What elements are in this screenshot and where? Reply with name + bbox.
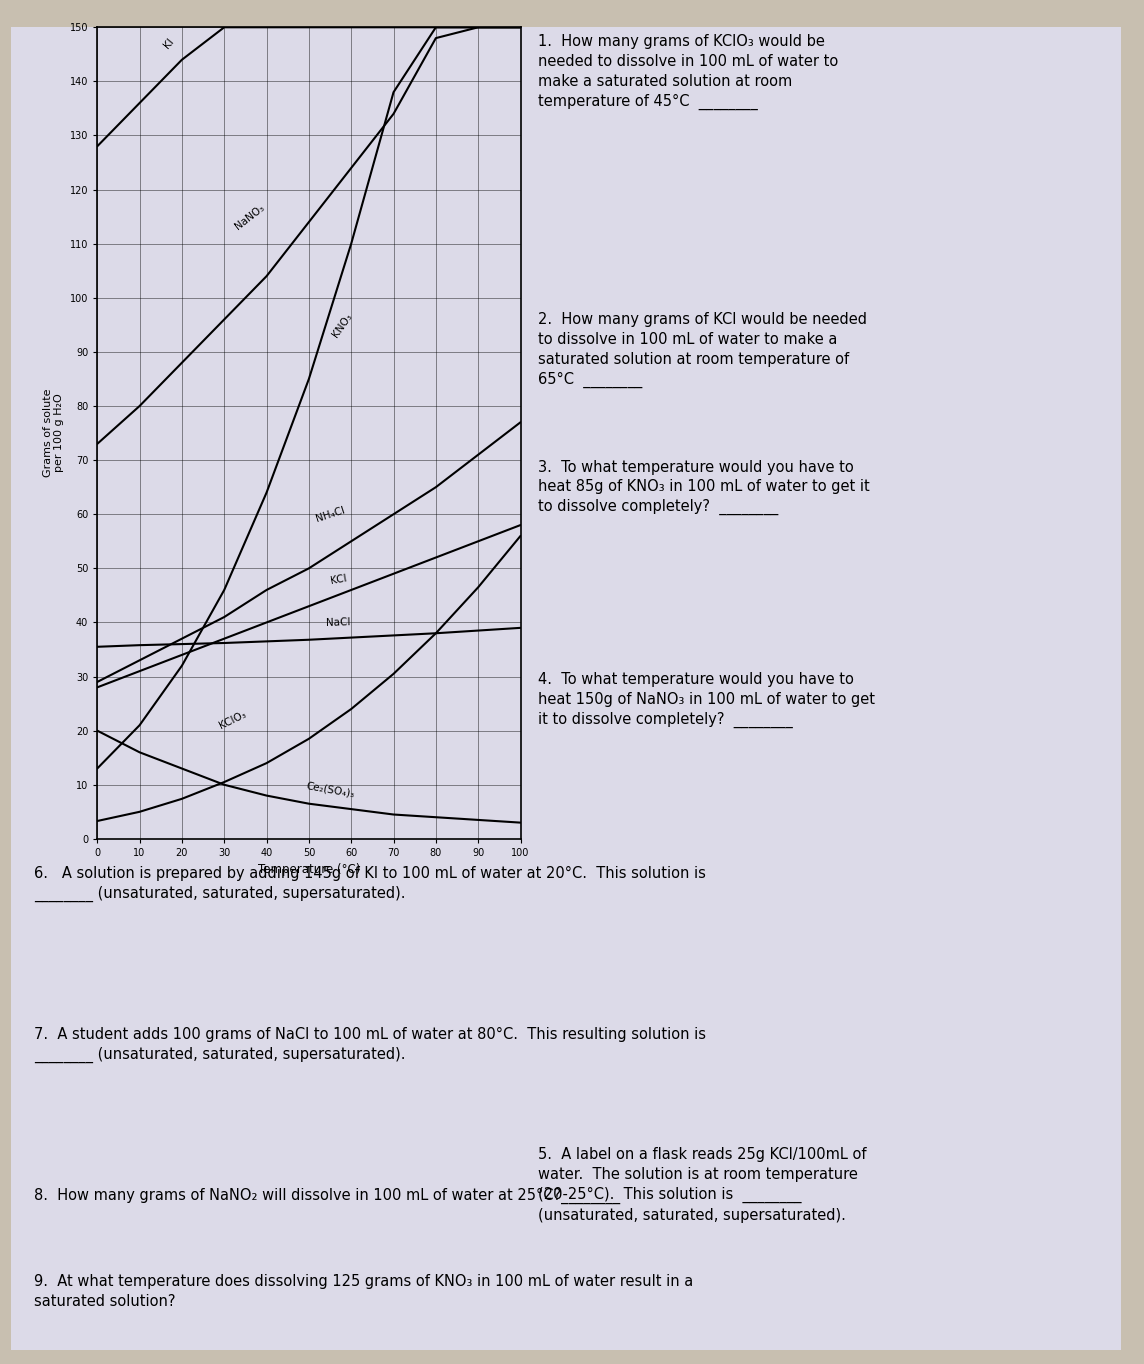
Text: NaCl: NaCl	[326, 617, 351, 627]
Text: 4.  To what temperature would you have to
heat 150g of NaNO₃ in 100 mL of water : 4. To what temperature would you have to…	[538, 672, 875, 728]
Text: 9.  At what temperature does dissolving 125 grams of KNO₃ in 100 mL of water res: 9. At what temperature does dissolving 1…	[34, 1274, 693, 1309]
Text: 8.  How many grams of NaNO₂ will dissolve in 100 mL of water at 25°C?________: 8. How many grams of NaNO₂ will dissolve…	[34, 1188, 620, 1204]
Text: 7.  A student adds 100 grams of NaCl to 100 mL of water at 80°C.  This resulting: 7. A student adds 100 grams of NaCl to 1…	[34, 1027, 706, 1063]
X-axis label: Temperature (°C): Temperature (°C)	[257, 863, 360, 877]
Text: 2.  How many grams of KCl would be needed
to dissolve in 100 mL of water to make: 2. How many grams of KCl would be needed…	[538, 312, 867, 387]
Text: Ce₂(SO₄)₃: Ce₂(SO₄)₃	[305, 782, 355, 799]
Text: KI: KI	[162, 37, 176, 50]
Text: 6.   A solution is prepared by adding 145g of KI to 100 mL of water at 20°C.  Th: 6. A solution is prepared by adding 145g…	[34, 866, 706, 902]
Text: KCl: KCl	[329, 573, 348, 585]
Text: NH₄Cl: NH₄Cl	[315, 505, 345, 524]
Text: 5.  A label on a flask reads 25g KCl/100mL of
water.  The solution is at room te: 5. A label on a flask reads 25g KCl/100m…	[538, 1147, 866, 1222]
Text: KNO₃: KNO₃	[331, 311, 355, 338]
Text: NaNO₃: NaNO₃	[233, 202, 267, 231]
Y-axis label: Grams of solute
per 100 g H₂O: Grams of solute per 100 g H₂O	[42, 389, 64, 477]
Text: KClO₃: KClO₃	[217, 709, 248, 731]
Text: 3.  To what temperature would you have to
heat 85g of KNO₃ in 100 mL of water to: 3. To what temperature would you have to…	[538, 460, 869, 516]
Text: 1.  How many grams of KClO₃ would be
needed to dissolve in 100 mL of water to
ma: 1. How many grams of KClO₃ would be need…	[538, 34, 837, 109]
